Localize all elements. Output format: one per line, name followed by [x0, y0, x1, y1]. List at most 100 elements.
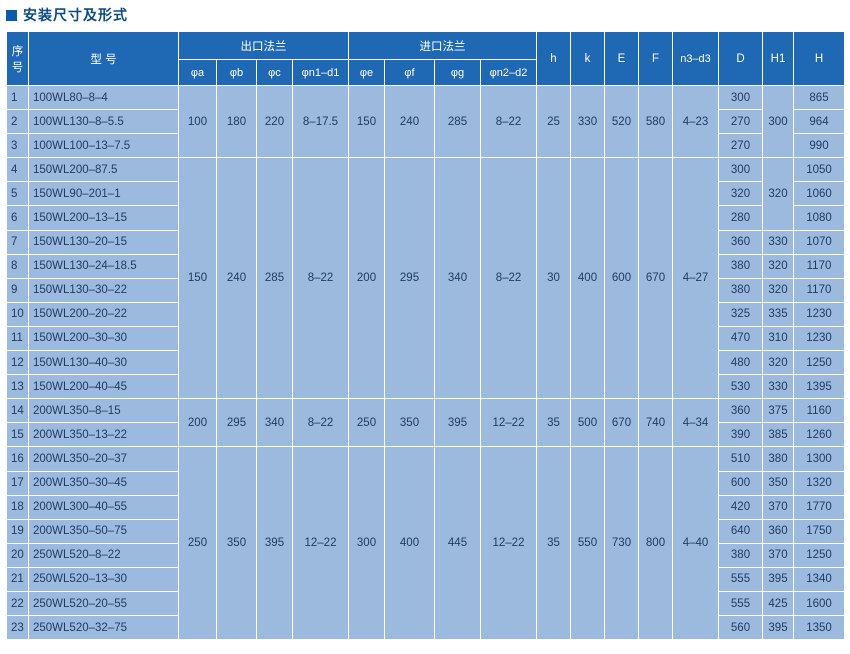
- row-number: 6: [6, 205, 29, 231]
- outlet-flange-cell: 340: [256, 398, 293, 448]
- row-number: 20: [6, 542, 29, 568]
- H-cell: 1230: [793, 325, 845, 352]
- table-row: 21 250WL520–13–30 555 395 1340: [6, 566, 845, 592]
- model-cell: 200WL300–40–55: [28, 494, 179, 520]
- H-cell: 1230: [793, 301, 845, 327]
- inlet-flange-cell: 445: [434, 446, 481, 641]
- D-cell: 380: [718, 277, 763, 303]
- table-row: 2 100WL130–8–5.5 270 964: [6, 109, 845, 135]
- model-cell: 150WL200–40–45: [28, 374, 179, 400]
- row-number: 8: [6, 253, 29, 279]
- model-cell: 150WL200–30–30: [28, 325, 179, 352]
- E-cell: 730: [604, 446, 639, 641]
- E-cell: 670: [604, 398, 639, 448]
- H1-cell: 425: [762, 590, 794, 617]
- table-row: 22 250WL520–20–55 555 425 1600: [6, 590, 845, 617]
- D-cell: 360: [718, 229, 763, 255]
- table-row: 14 200WL350–8–15 200 295 340 8–22 250 350 395 12–…: [6, 398, 845, 448]
- header-k: k: [570, 31, 605, 86]
- model-cell: 200WL350–20–37: [28, 446, 179, 472]
- n3d3-cell: 4–27: [672, 157, 719, 400]
- H1-cell: 330: [762, 374, 794, 400]
- outlet-flange-cell: 295: [216, 398, 257, 448]
- model-cell: 100WL130–8–5.5: [28, 109, 179, 135]
- H1-cell: 375: [762, 398, 794, 424]
- header-model: 型 号: [28, 31, 179, 86]
- row-number: 12: [6, 350, 29, 376]
- model-cell: 200WL350–8–15: [28, 398, 179, 424]
- model-cell: 250WL520–13–30: [28, 566, 179, 592]
- H1-cell: 320: [762, 157, 794, 231]
- D-cell: 530: [718, 374, 763, 400]
- model-cell: 150WL130–30–22: [28, 277, 179, 303]
- row-number: 11: [6, 325, 29, 352]
- inlet-flange-cell: 295: [384, 157, 435, 400]
- H-cell: 1250: [793, 350, 845, 376]
- H-cell: 865: [793, 84, 845, 111]
- D-cell: 555: [718, 590, 763, 617]
- H-cell: 1770: [793, 494, 845, 520]
- D-cell: 325: [718, 301, 763, 327]
- F-cell: 740: [638, 398, 673, 448]
- outlet-flange-cell: 220: [256, 84, 293, 159]
- H1-cell: 330: [762, 229, 794, 255]
- D-cell: 280: [718, 205, 763, 231]
- D-cell: 300: [718, 157, 763, 183]
- D-cell: 270: [718, 133, 763, 159]
- header-phi-n2-d2: φn2–d2: [480, 59, 537, 86]
- model-cell: 200WL350–13–22: [28, 422, 179, 448]
- D-cell: 470: [718, 325, 763, 352]
- outlet-flange-cell: 200: [178, 398, 217, 448]
- H-cell: 1320: [793, 470, 845, 496]
- E-cell: 520: [604, 84, 639, 159]
- outlet-flange-cell: 150: [178, 157, 217, 400]
- outlet-flange-cell: 8–22: [292, 157, 349, 400]
- header-h: h: [536, 31, 571, 86]
- header-H: H: [793, 31, 845, 86]
- model-cell: 150WL130–20–15: [28, 229, 179, 255]
- header-phi-f: φf: [384, 59, 435, 86]
- table-row: 7 150WL130–20–15 360 330 1070: [6, 229, 845, 255]
- outlet-flange-cell: 180: [216, 84, 257, 159]
- table-row: 4 150WL200–87.5 150 240 285 8–22 200 295 340 8–22…: [6, 157, 845, 400]
- H1-cell: 380: [762, 446, 794, 472]
- n3d3-cell: 4–40: [672, 446, 719, 641]
- D-cell: 510: [718, 446, 763, 472]
- row-number: 19: [6, 518, 29, 544]
- row-number: 14: [6, 398, 29, 424]
- model-cell: 100WL100–13–7.5: [28, 133, 179, 159]
- outlet-flange-cell: 240: [216, 157, 257, 400]
- table-row: 15 200WL350–13–22 390 385 1260: [6, 422, 845, 448]
- header-outlet-flange: 出口法兰: [178, 31, 349, 60]
- title-square-icon: [6, 9, 17, 21]
- model-cell: 150WL200–87.5: [28, 157, 179, 183]
- D-cell: 380: [718, 253, 763, 279]
- row-number: 7: [6, 229, 29, 255]
- D-cell: 420: [718, 494, 763, 520]
- H-cell: 1170: [793, 277, 845, 303]
- header-n3d3: n3–d3: [672, 31, 719, 86]
- header-F: F: [638, 31, 673, 86]
- outlet-flange-cell: 8–17.5: [292, 84, 349, 159]
- k-cell: 400: [570, 157, 605, 400]
- H1-cell: 395: [762, 566, 794, 592]
- header-inlet-flange: 进口法兰: [348, 31, 537, 60]
- inlet-flange-cell: 250: [348, 398, 385, 448]
- model-cell: 250WL520–32–75: [28, 615, 179, 641]
- h-cell: 35: [536, 446, 571, 641]
- inlet-flange-cell: 350: [384, 398, 435, 448]
- k-cell: 500: [570, 398, 605, 448]
- table-row: 12 150WL130–40–30 480 320 1250: [6, 350, 845, 376]
- outlet-flange-cell: 350: [216, 446, 257, 641]
- model-cell: 200WL350–30–45: [28, 470, 179, 496]
- model-cell: 150WL130–40–30: [28, 350, 179, 376]
- F-cell: 670: [638, 157, 673, 400]
- model-cell: 100WL80–8–4: [28, 84, 179, 111]
- header-phi-n1-d1: φn1–d1: [292, 59, 349, 86]
- row-number: 13: [6, 374, 29, 400]
- model-cell: 200WL350–50–75: [28, 518, 179, 544]
- table-row: 16 200WL350–20–37 250 350 395 12–22 300 400 445 1…: [6, 446, 845, 641]
- h-cell: 25: [536, 84, 571, 159]
- D-cell: 270: [718, 109, 763, 135]
- H-cell: 1600: [793, 590, 845, 617]
